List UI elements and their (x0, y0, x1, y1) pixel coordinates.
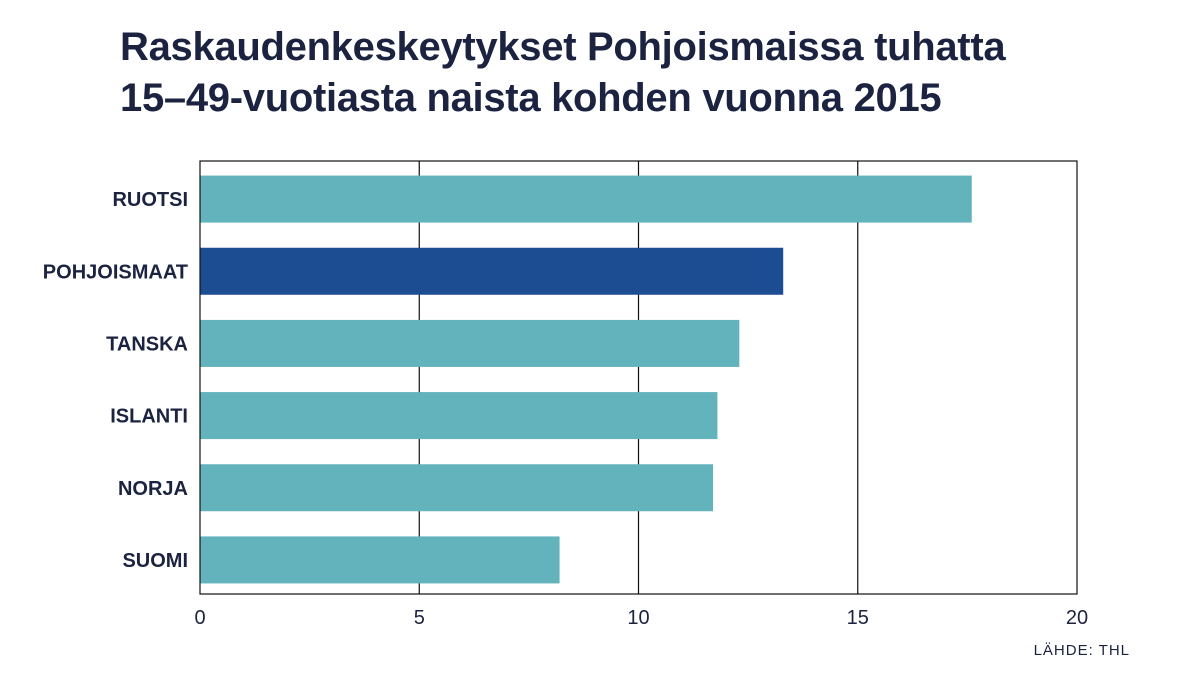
x-tick-label-5: 5 (414, 607, 425, 629)
bar-pohjoismaat (200, 247, 784, 295)
category-label-ruotsi: RUOTSI (112, 189, 188, 211)
bar-islanti (200, 392, 718, 440)
source-note: LÄHDE: THL (1033, 642, 1130, 659)
category-label-norja: NORJA (118, 478, 188, 500)
category-label-islanti: ISLANTI (110, 406, 188, 428)
x-tick-label-15: 15 (847, 607, 869, 629)
x-tick-labels: 0 5 10 15 20 (194, 607, 1088, 629)
x-tick-label-10: 10 (627, 607, 649, 629)
bar-ruotsi (200, 175, 972, 223)
bar-norja (200, 464, 714, 512)
bar-tanska (200, 319, 740, 367)
chart-title-line-2: 15–49-vuotiasta naista kohden vuonna 201… (120, 76, 942, 120)
bars (200, 175, 972, 584)
category-label-suomi: SUOMI (122, 550, 188, 572)
grid-lines (418, 161, 859, 594)
x-tick-label-20: 20 (1066, 607, 1088, 629)
category-labels: RUOTSI POHJOISMAAT TANSKA ISLANTI NORJA SUOMI (43, 189, 188, 572)
plot-border (199, 160, 1078, 595)
category-label-pohjoismaat: POHJOISMAAT (43, 261, 188, 283)
chart-title: Raskaudenkeskeytykset Pohjoismaissa tuha… (120, 22, 1120, 124)
x-tick-label-0: 0 (194, 607, 205, 629)
chart-title-line-1: Raskaudenkeskeytykset Pohjoismaissa tuha… (120, 25, 1006, 69)
category-label-tanska: TANSKA (106, 333, 188, 355)
plot-frame (199, 160, 1078, 595)
bar-suomi (200, 536, 560, 584)
